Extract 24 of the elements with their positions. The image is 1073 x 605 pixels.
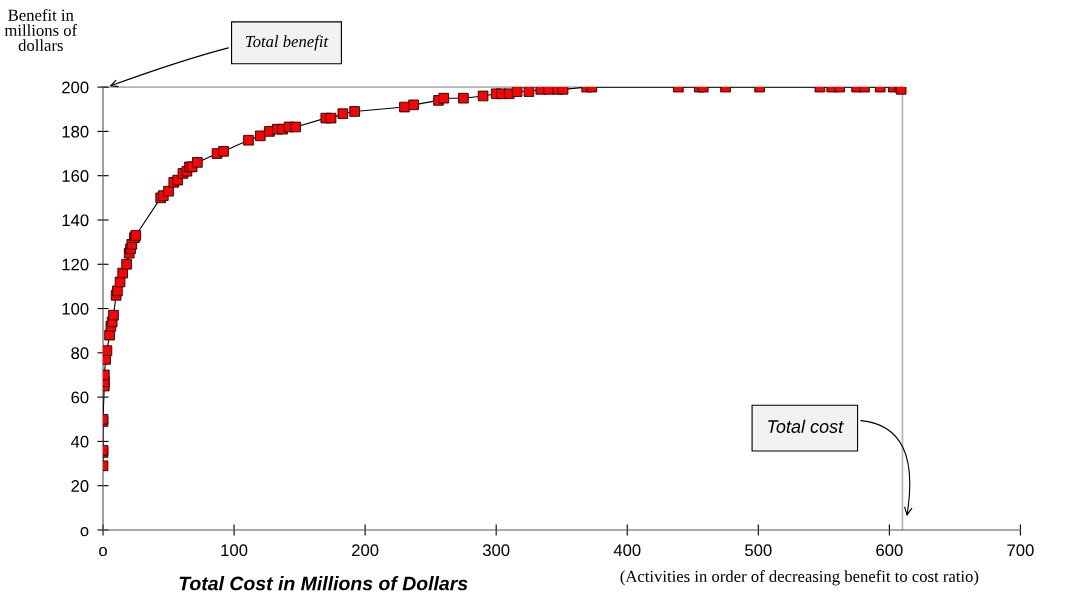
y-tick-label: 200 bbox=[62, 81, 89, 94]
x-tick-label: 500 bbox=[745, 544, 772, 557]
y-tick-label: 40 bbox=[70, 435, 89, 448]
x-tick-label: 600 bbox=[876, 544, 903, 557]
y-tick-label: 180 bbox=[62, 125, 89, 138]
x-tick-label: 100 bbox=[221, 544, 248, 557]
y-tick-label: 80 bbox=[71, 347, 89, 360]
x-axis-title: Total Cost in Millions of Dollars bbox=[179, 576, 468, 591]
text: (Activities in order of decreasing benefit to cost ratio) bbox=[620, 570, 979, 586]
y-tick-label: 160 bbox=[62, 170, 89, 182]
x-tick-label: 400 bbox=[613, 544, 641, 557]
y-tick-label: 120 bbox=[62, 258, 89, 271]
y-tick-label: 60 bbox=[71, 391, 89, 404]
ref-line-label: Total cost bbox=[768, 419, 844, 433]
x-tick-label: 700 bbox=[1007, 544, 1034, 557]
y-tick-label: 100 bbox=[62, 302, 89, 315]
x-tick-label: 300 bbox=[482, 544, 510, 557]
y-tick-label: 20 bbox=[71, 480, 89, 492]
y-axis-title: Benefit in millions of dollars bbox=[4, 8, 78, 52]
y-tick-label: o bbox=[80, 527, 89, 537]
ref-line-label: Total benefit bbox=[245, 35, 329, 51]
x-tick-label: o bbox=[99, 546, 107, 557]
y-tick-label: 140 bbox=[62, 214, 89, 227]
x-tick-label: 200 bbox=[352, 544, 379, 557]
